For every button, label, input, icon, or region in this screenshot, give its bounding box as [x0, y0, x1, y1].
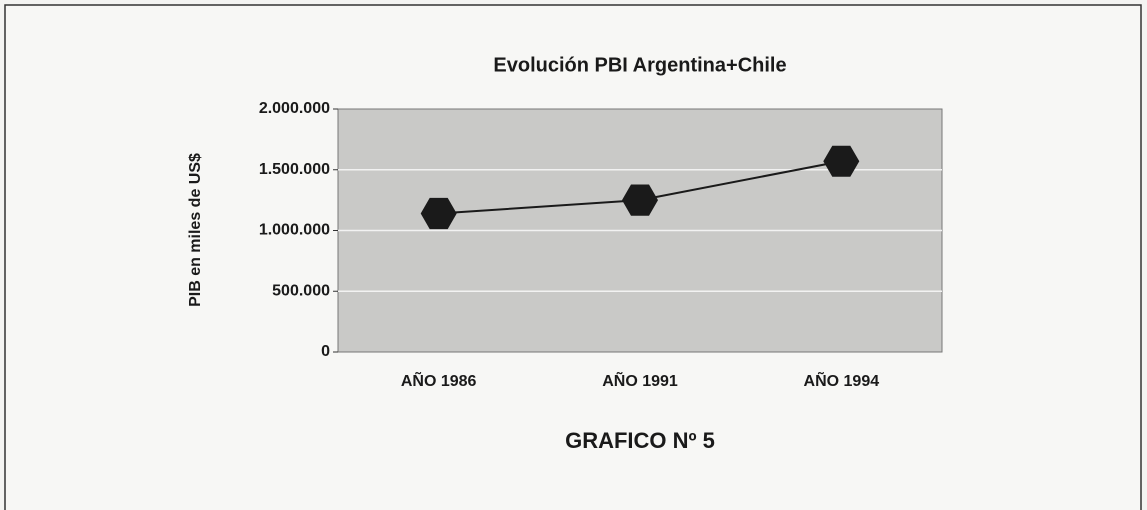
y-tick-label: 1.500.000 — [259, 161, 330, 178]
y-tick-label: 2.000.000 — [259, 100, 330, 117]
y-tick-label: 500.000 — [272, 282, 330, 299]
x-tick-label: AÑO 1991 — [602, 370, 678, 390]
chart-title: Evolución PBI Argentina+Chile — [493, 54, 786, 76]
y-tick-label: 0 — [321, 343, 330, 360]
marker — [420, 197, 457, 230]
y-tick-label: 1.000.000 — [259, 222, 330, 239]
marker — [622, 184, 658, 216]
x-tick-label: AÑO 1986 — [401, 370, 477, 390]
marker — [823, 145, 860, 177]
y-axis-label: PIB en miles de US$ — [187, 153, 204, 307]
caption: GRAFICO Nº 5 — [565, 428, 715, 453]
x-tick-label: AÑO 1994 — [804, 370, 880, 390]
